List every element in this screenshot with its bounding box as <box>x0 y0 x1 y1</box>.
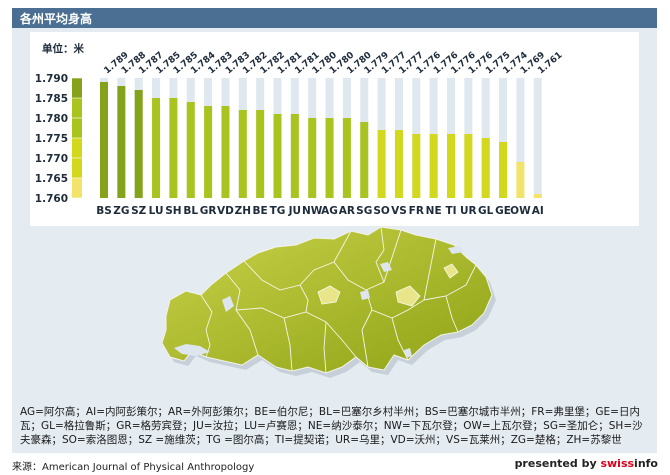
bar-SG <box>360 122 369 198</box>
bar-AG <box>325 118 334 198</box>
chart-title: 各州平均身高 <box>20 12 93 26</box>
x-tick-label: SG <box>356 205 372 217</box>
x-tick-label: OW <box>510 205 531 217</box>
x-tick-label: GL <box>478 205 494 217</box>
x-tick-label: GR <box>200 205 217 217</box>
scale-band-2 <box>72 118 82 138</box>
source-note: 来源：American Journal of Physical Anthropo… <box>12 462 255 473</box>
y-tick-label: 1.775 <box>35 133 68 145</box>
y-tick-label: 1.770 <box>35 153 68 165</box>
bar-GL <box>481 138 490 198</box>
bar-VD <box>221 106 230 198</box>
bar-SO <box>377 130 386 198</box>
x-tick-label: AI <box>532 205 544 217</box>
bar-chart: 单位：米1.7901.7851.7801.7751.7701.7651.7601… <box>35 42 565 217</box>
bar-VS <box>394 130 403 198</box>
unit-label: 单位：米 <box>42 42 84 55</box>
bar-track <box>516 78 525 198</box>
x-tick-label: GE <box>495 205 511 217</box>
bar-BL <box>186 102 195 198</box>
bar-SH <box>169 98 178 198</box>
x-tick-label: BL <box>183 205 198 217</box>
canton-abbreviation-legend: AG=阿尔高；AI=内阿彭策尔；AR=外阿彭策尔；BE=伯尔尼；BL=巴塞尔乡村… <box>20 406 643 446</box>
bar-BS <box>100 82 108 198</box>
bar-UR <box>464 134 473 198</box>
bar-FR <box>412 134 421 198</box>
scale-band-5 <box>72 178 82 198</box>
bar-OW <box>516 162 525 198</box>
x-tick-label: SZ <box>131 205 147 217</box>
bar-track <box>499 78 508 198</box>
bar-AR <box>342 118 351 198</box>
y-tick-label: 1.765 <box>35 173 68 185</box>
bar-LU <box>152 98 161 198</box>
y-tick-label: 1.780 <box>35 113 68 125</box>
bar-SZ <box>134 90 143 198</box>
x-tick-label: AR <box>339 205 355 217</box>
brand-swiss: swiss <box>600 457 635 470</box>
bar-JU <box>290 114 299 198</box>
x-tick-label: TG <box>270 205 286 217</box>
x-tick-label: BE <box>253 205 268 217</box>
x-tick-label: NE <box>426 205 442 217</box>
x-tick-label: ZH <box>235 205 251 217</box>
scale-band-3 <box>72 138 82 158</box>
x-tick-label: SH <box>165 205 181 217</box>
x-tick-label: BS <box>96 205 112 217</box>
x-tick-label: JU <box>288 205 301 217</box>
bar-NW <box>308 118 317 198</box>
title-bar: 各州平均身高 <box>12 8 657 28</box>
x-tick-label: SO <box>373 205 390 217</box>
brand-prefix: presented by <box>514 457 601 470</box>
x-tick-label: VS <box>391 205 407 217</box>
bar-ZG <box>117 86 126 198</box>
bar-TG <box>273 114 282 198</box>
chart-panel: 单位：米 1.790 1.785 1.780 1.775 1.770 1.765 1.760 1… <box>30 32 639 226</box>
bar-AI <box>533 194 542 198</box>
x-tick-label: NW <box>302 205 323 217</box>
scale-band-1 <box>72 98 82 118</box>
brand-credit: presented by swissinfo <box>515 457 658 470</box>
x-tick-label: AG <box>321 205 338 217</box>
x-tick-label: FR <box>409 205 424 217</box>
scale-band-0 <box>72 78 82 98</box>
x-tick-label: LU <box>149 205 164 217</box>
bar-GR <box>204 106 213 198</box>
x-tick-label: ZG <box>113 205 129 217</box>
y-tick-label: 1.785 <box>35 93 68 105</box>
bar-ZH <box>238 110 247 198</box>
y-tick-label: 1.760 <box>35 193 68 205</box>
x-tick-label: TI <box>445 205 456 217</box>
bar-NE <box>429 134 438 198</box>
x-tick-label: UR <box>460 205 477 217</box>
bar-track <box>533 78 542 198</box>
brand-suffix: info <box>634 457 658 470</box>
bar-TI <box>447 134 455 198</box>
bar-BE <box>256 110 265 198</box>
y-tick-label: 1.790 <box>35 73 68 85</box>
scale-band-4 <box>72 158 82 178</box>
x-tick-label: VD <box>217 205 234 217</box>
bar-GE <box>499 142 508 198</box>
